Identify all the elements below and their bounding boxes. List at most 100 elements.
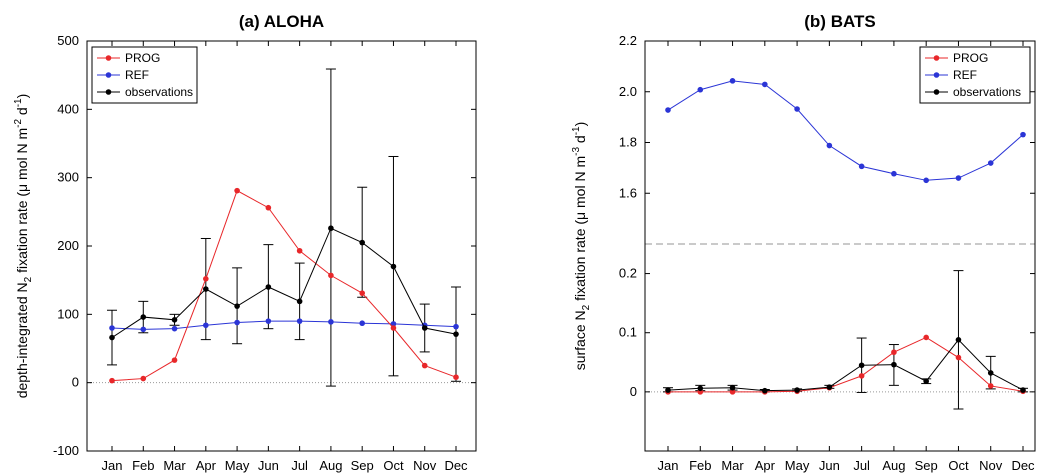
chart-aloha-legend-label-prog: PROG — [125, 51, 160, 65]
chart-aloha-ylabel-unit-d: d — [14, 107, 30, 119]
chart-aloha-xtick-label-jun: Jun — [258, 458, 279, 473]
chart-bats-xtick-label-aug: Aug — [882, 458, 905, 473]
chart-bats-point-ref-7 — [891, 170, 897, 177]
chart-bats-legend-marker-prog — [933, 55, 940, 61]
chart-bats-point-prog-2 — [729, 389, 736, 395]
chart-aloha-ylabel-sub2: 2 — [23, 276, 34, 282]
chart-aloha-point-ref-3 — [203, 322, 209, 329]
chart-bats-point-ref-6 — [858, 163, 865, 170]
chart-aloha-xtick-label-feb: Feb — [132, 458, 154, 473]
chart-bats-legend-label-observations: observations — [953, 85, 1021, 99]
chart-bats-point-observations-10 — [987, 370, 994, 376]
chart-bats-point-observations-0 — [665, 387, 671, 393]
chart-aloha-point-prog-10 — [421, 362, 428, 369]
chart-aloha-xtick-label-apr: Apr — [196, 458, 217, 473]
chart-bats-upper-ytick-label-2-0: 2.0 — [619, 84, 637, 99]
chart-bats-point-ref-0 — [665, 107, 671, 113]
chart-aloha-legend-marker-ref — [105, 72, 112, 78]
chart-bats-upper-ytick-label-2-2: 2.2 — [619, 33, 637, 48]
chart-aloha-point-ref-9 — [390, 321, 397, 327]
chart-aloha-point-observations-9 — [390, 263, 397, 270]
chart-aloha-ytick-label-200: 200 — [57, 238, 79, 253]
chart-bats-point-ref-10 — [987, 160, 994, 166]
chart-aloha-series-line-observations — [111, 227, 457, 338]
chart-bats: (b) BATS 1.6 1.8 2.0 2.2 0 0.1 0.2 Jan Feb Mar Apr M… — [571, 12, 1036, 473]
chart-aloha-point-prog-11 — [453, 374, 459, 381]
chart-aloha-point-observations-1 — [140, 314, 147, 320]
chart-bats-point-observations-11 — [1020, 387, 1026, 393]
chart-bats-point-observations-8 — [923, 378, 929, 385]
chart-bats-point-ref-5 — [826, 142, 833, 149]
chart-aloha-point-prog-4 — [234, 187, 240, 194]
chart-bats-plot-frame — [644, 40, 1036, 452]
chart-aloha-point-ref-4 — [234, 319, 240, 326]
chart-bats-xtick-label-jan: Jan — [658, 458, 679, 473]
chart-bats-xtick-label-may: May — [785, 458, 810, 473]
chart-bats-point-prog-9 — [955, 354, 962, 361]
chart-bats-ylabel-unit-exp2: -1 — [571, 126, 582, 135]
chart-aloha-ylabel-rate: rate — [14, 197, 30, 225]
chart-bats-point-observations-5 — [826, 384, 833, 390]
chart-bats-point-ref-4 — [794, 106, 800, 112]
chart-bats-ylabel-unit-exp1: -3 — [571, 147, 582, 156]
chart-bats-xtick-label-jul: Jul — [853, 458, 870, 473]
chart-bats-legend-marker-observations — [933, 89, 940, 95]
chart-aloha-ylabel-unit-open: (μ mol N m — [14, 128, 30, 197]
chart-aloha-xtick-label-dec: Dec — [444, 458, 468, 473]
chart-aloha-point-observations-5 — [265, 284, 272, 290]
chart-aloha-point-observations-3 — [203, 286, 209, 292]
chart-bats-point-observations-4 — [794, 387, 800, 393]
chart-aloha-point-prog-0 — [109, 377, 115, 384]
chart-aloha-point-ref-0 — [109, 325, 115, 331]
chart-bats-point-prog-7 — [891, 349, 897, 356]
chart-bats-ylabel-n: N — [572, 310, 588, 320]
chart-bats-point-observations-7 — [891, 361, 897, 368]
chart-bats-point-ref-3 — [762, 81, 768, 88]
chart-bats-ylabel-unit-close: ) — [572, 122, 588, 127]
chart-aloha-ytick-label-300: 300 — [57, 170, 79, 185]
chart-aloha-ytick-label-400: 400 — [57, 101, 79, 116]
chart-bats-xtick-label-oct: Oct — [948, 458, 969, 473]
chart-aloha-ytick-label-500: 500 — [57, 33, 79, 48]
chart-aloha-point-ref-7 — [328, 319, 334, 325]
chart-bats-point-ref-2 — [729, 78, 736, 84]
chart-aloha-point-prog-6 — [296, 247, 303, 254]
chart-bats-ylabel-unit-open: (μ mol N m — [572, 156, 588, 225]
chart-bats-lower-ytick-label-0: 0 — [630, 384, 637, 399]
chart-bats-ylabel-unit-d: d — [572, 135, 588, 147]
chart-aloha-legend-label-ref: REF — [125, 68, 149, 82]
chart-aloha-point-prog-8 — [359, 290, 365, 296]
chart-aloha-point-observations-7 — [328, 225, 334, 232]
chart-bats-xtick-label-dec: Dec — [1011, 458, 1035, 473]
chart-bats-series-line-observations — [667, 339, 1024, 392]
chart-aloha-point-prog-5 — [265, 204, 272, 211]
chart-bats-point-ref-9 — [955, 175, 962, 181]
chart-bats-point-ref-8 — [923, 177, 929, 184]
chart-aloha-legend-marker-prog — [105, 55, 112, 61]
chart-bats-xtick-label-sep: Sep — [915, 458, 938, 473]
chart-aloha-xtick-label-may: May — [225, 458, 250, 473]
chart-aloha-point-ref-5 — [265, 318, 272, 324]
chart-aloha: (a) ALOHA -100 0 100 200 300 400 500 Jan Feb Mar Ap… — [13, 12, 477, 473]
chart-aloha-point-ref-1 — [140, 326, 147, 333]
chart-bats-ylabel-mid: fixation rate — [572, 225, 588, 305]
chart-bats-point-observations-2 — [729, 384, 736, 391]
chart-aloha-point-ref-2 — [171, 325, 178, 332]
chart-aloha-point-observations-4 — [234, 303, 240, 309]
chart-bats-xtick-label-nov: Nov — [979, 458, 1003, 473]
chart-bats-series-line-ref — [667, 80, 1024, 181]
chart-bats-xtick-label-feb: Feb — [689, 458, 711, 473]
chart-bats-point-observations-1 — [697, 385, 704, 392]
chart-bats-xtick-label-mar: Mar — [721, 458, 744, 473]
chart-aloha-ylabel-mid: fixation — [14, 225, 30, 277]
chart-aloha-ylabel-unit-exp2: -1 — [13, 98, 24, 107]
chart-aloha-ytick-label-0: 0 — [72, 375, 79, 390]
chart-aloha-ylabel-unit-close: ) — [14, 94, 30, 99]
chart-aloha-ylabel-prefix: depth-integrated — [14, 292, 30, 398]
chart-bats-lower-ytick-label-0-2: 0.2 — [619, 266, 637, 281]
chart-bats-series-line-prog — [668, 336, 1024, 393]
chart-aloha-point-prog-7 — [328, 272, 334, 279]
chart-aloha-point-observations-11 — [453, 331, 459, 337]
chart-aloha-point-observations-0 — [109, 334, 115, 341]
